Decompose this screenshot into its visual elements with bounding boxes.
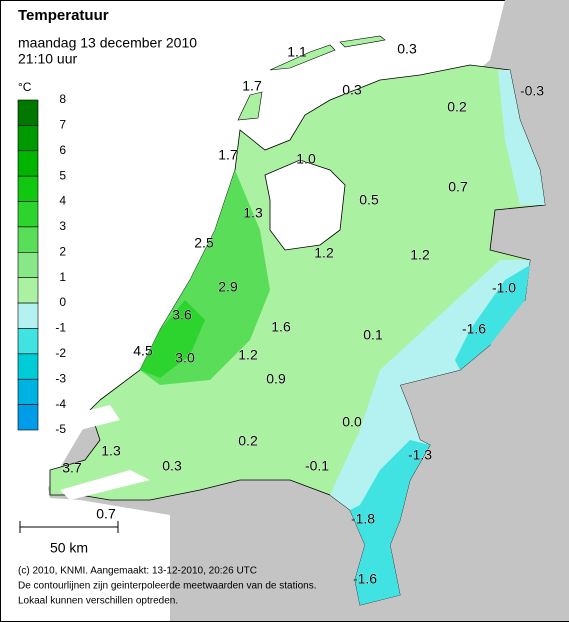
station-value: 3.6: [172, 307, 192, 323]
station-value: 1.3: [243, 205, 263, 221]
station-value: -1.6: [462, 321, 486, 337]
station-value: 1.7: [218, 147, 238, 163]
legend-label: 4: [59, 194, 66, 208]
legend-label: -5: [55, 422, 66, 436]
legend-swatch: [17, 201, 39, 228]
estuary: [50, 405, 120, 435]
legend-label: 7: [59, 118, 66, 132]
footer-line: (c) 2010, KNMI. Aangemaakt: 13-12-2010, …: [18, 566, 257, 577]
station-value: 1.2: [314, 245, 334, 261]
legend-swatch: [17, 302, 39, 329]
station-value: 0.1: [363, 327, 383, 343]
subtitle: maandag 13 december 2010: [18, 35, 197, 51]
legend-label: 6: [59, 143, 66, 157]
station-value: 0.0: [342, 414, 362, 430]
legend-label: 3: [59, 219, 66, 233]
title: Temperatuur: [18, 7, 109, 24]
legend-label: -3: [55, 371, 66, 385]
station-value: 2.5: [194, 235, 214, 251]
station-value: -1.3: [408, 447, 432, 463]
legend-swatch: [17, 353, 39, 380]
legend-unit: °C: [18, 80, 32, 94]
footer-line: De contourlijnen zijn geinterpoleerde me…: [18, 581, 317, 592]
legend-swatch: [17, 378, 39, 405]
footer-line: Lokaal kunnen verschillen optreden.: [18, 596, 178, 607]
legend-swatch: [17, 277, 39, 304]
legend-swatch: [17, 150, 39, 177]
station-value: -0.3: [520, 83, 544, 99]
legend-swatch: [17, 99, 39, 126]
cold-zone-north: [498, 70, 545, 205]
station-value: -1.0: [492, 280, 516, 296]
scale-label: 50 km: [50, 540, 88, 556]
legend-swatch: [17, 226, 39, 253]
island: [339, 35, 386, 48]
station-value: 0.3: [342, 82, 362, 98]
station-value: 1.3: [101, 443, 121, 459]
legend-label: -4: [55, 397, 66, 411]
station-value: 1.6: [271, 319, 291, 335]
legend-label: 0: [59, 295, 66, 309]
station-value: -0.1: [305, 458, 329, 474]
station-value: 0.7: [96, 506, 116, 522]
island: [237, 91, 263, 121]
station-value: 1.2: [410, 247, 430, 263]
island: [269, 44, 336, 71]
estuary: [60, 470, 150, 500]
ijsselmeer: [264, 159, 346, 251]
station-value: -1.8: [351, 511, 375, 527]
station-value: 1.2: [238, 347, 258, 363]
legend-label: 1: [59, 270, 66, 284]
colder-zone-east: [455, 265, 530, 370]
station-value: 0.3: [397, 41, 417, 57]
station-value: 0.7: [448, 179, 468, 195]
station-value: 0.2: [238, 433, 258, 449]
station-value: 0.9: [266, 371, 286, 387]
station-value: 1.1: [287, 44, 307, 60]
colder-zone-limburg: [350, 440, 430, 605]
legend-swatch: [17, 404, 39, 431]
legend-label: -2: [55, 346, 66, 360]
station-value: 3.7: [62, 460, 82, 476]
station-value: 3.0: [175, 350, 195, 366]
legend-label: 8: [59, 92, 66, 106]
station-value: 1.0: [296, 151, 316, 167]
station-value: 0.2: [447, 99, 467, 115]
station-value: 4.5: [133, 343, 153, 359]
time: 21:10 uur: [18, 51, 77, 67]
warmest-zone: [140, 300, 205, 378]
legend-label: -1: [55, 321, 66, 335]
legend-label: 2: [59, 244, 66, 258]
legend-swatch: [17, 125, 39, 152]
station-value: 1.7: [242, 78, 262, 94]
legend-swatch: [17, 252, 39, 278]
station-value: 0.5: [359, 192, 379, 208]
station-value: -1.6: [353, 571, 377, 587]
legend-swatch: [17, 175, 39, 202]
station-value: 2.9: [218, 279, 238, 295]
legend-swatch: [17, 328, 39, 355]
legend-label: 5: [59, 168, 66, 182]
station-value: 0.3: [162, 458, 182, 474]
